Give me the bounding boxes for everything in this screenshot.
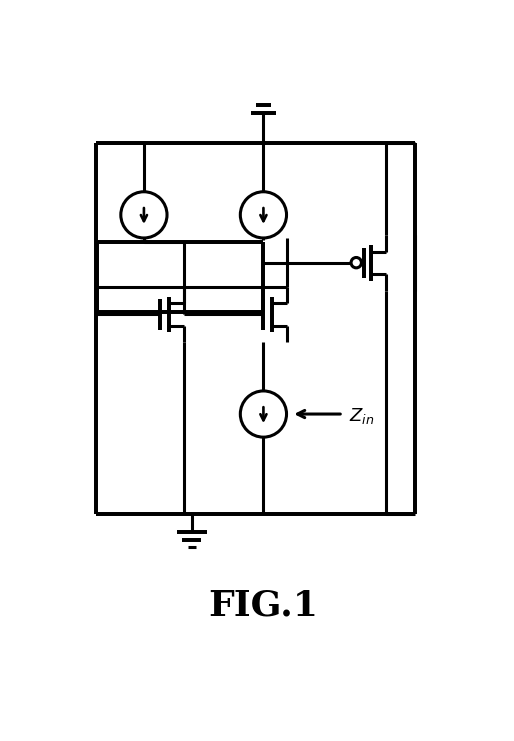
Text: FIG.1: FIG.1 (208, 588, 319, 622)
Text: $Z_{in}$: $Z_{in}$ (349, 406, 374, 426)
